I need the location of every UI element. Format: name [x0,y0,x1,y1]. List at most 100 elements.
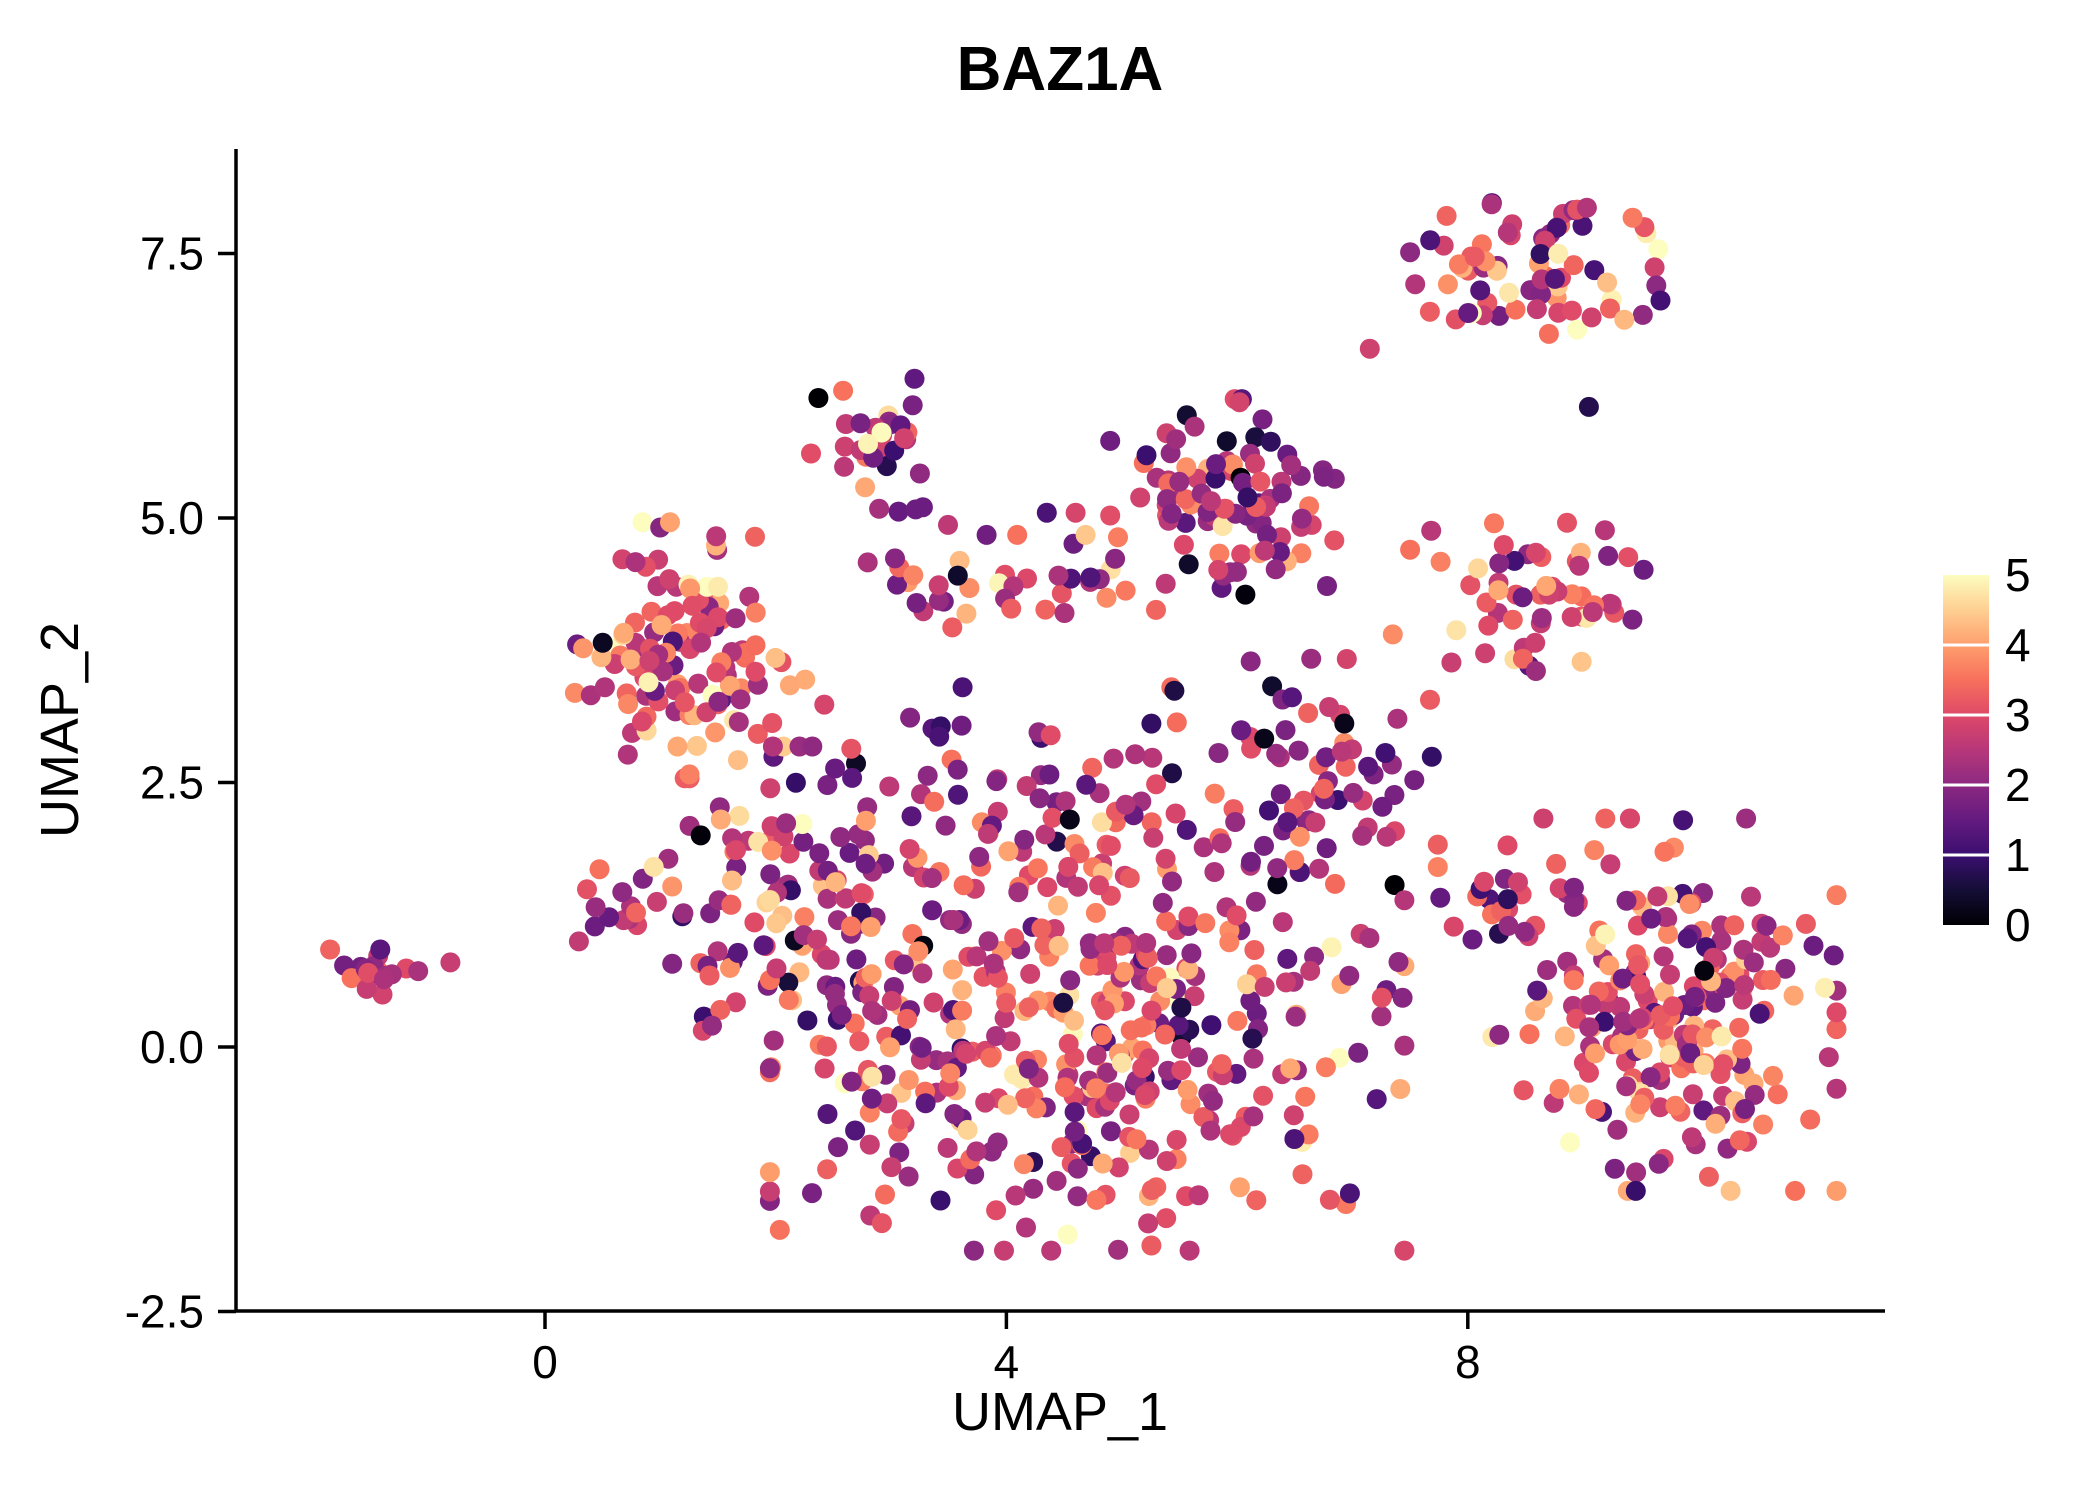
data-point [1014,829,1035,850]
data-point [1141,713,1162,734]
data-point [1607,1119,1628,1140]
data-point [1067,876,1088,897]
data-point [1169,471,1190,492]
data-point [966,1141,987,1162]
data-point [612,882,633,903]
data-point [1164,680,1185,701]
data-point [1625,1180,1646,1201]
data-point [1016,776,1037,796]
data-point [1705,1113,1726,1134]
data-point [617,744,638,765]
data-point [1734,975,1755,996]
data-point [1568,1084,1589,1105]
data-point [869,498,890,519]
data-point [745,635,766,656]
data-point [1544,268,1565,289]
data-point [760,864,781,885]
data-point [728,750,748,771]
data-point [945,1019,966,1040]
data-point [938,514,958,535]
data-point [793,831,814,852]
data-point [1086,1078,1107,1099]
data-point [1119,1104,1140,1125]
data-point [1713,1054,1734,1075]
data-point [1240,651,1261,672]
data-point [859,985,880,1006]
data-point [850,413,871,434]
data-point [1512,648,1533,669]
data-point [1729,1017,1750,1038]
data-point [1387,708,1408,729]
data-point [673,903,694,924]
data-point [1462,929,1483,950]
data-point [1578,396,1599,417]
data-point [1292,1164,1313,1185]
data-point [730,689,751,710]
data-point [1563,970,1584,991]
data-point [1275,720,1296,741]
data-point [851,902,872,923]
data-point [1211,833,1232,854]
data-point [943,910,964,930]
data-point [948,784,968,805]
data-point [969,846,990,867]
data-point [1682,1084,1703,1105]
data-point [1193,837,1214,858]
data-point [830,827,851,847]
data-point [1531,608,1552,628]
data-point [1744,1084,1765,1105]
data-point [1283,1105,1304,1126]
data-point [1382,624,1403,645]
data-point [1394,1035,1415,1056]
data-point [1693,1055,1714,1075]
data-point [851,883,872,904]
data-point [1741,886,1761,907]
data-point [937,1137,958,1158]
data-point [996,992,1017,1013]
data-point [1499,282,1519,303]
data-point [1267,858,1288,879]
data-point [766,913,787,934]
data-point [1004,928,1025,949]
data-point [831,1004,852,1025]
data-point [1315,1057,1336,1078]
data-point [1448,254,1469,275]
data-point [814,1058,835,1079]
data-point [891,1109,912,1130]
data-point [1538,323,1559,344]
data-point [1092,1025,1113,1046]
data-point [1300,960,1321,981]
data-point [1826,885,1847,906]
data-point [956,1043,977,1064]
data-point [861,964,882,985]
data-point [1618,547,1639,568]
data-point [1092,1153,1113,1174]
data-point [1108,1239,1129,1260]
colorbar-gradient [1943,575,1989,925]
data-point [940,1063,961,1084]
data-point [1560,1132,1581,1153]
data-point [1497,222,1518,243]
data-point [1242,1028,1263,1049]
data-point [1724,915,1745,936]
data-point [763,1030,784,1051]
data-point [1089,875,1110,896]
data-point [1650,290,1671,311]
data-point [1035,824,1056,845]
data-point [707,941,728,962]
data-point [966,946,987,967]
data-point [952,1000,973,1021]
data-point [1319,1189,1340,1210]
data-point [912,963,933,984]
data-point [833,380,854,401]
data-point [722,870,742,891]
data-point [1493,535,1514,555]
data-point [1105,1082,1126,1103]
data-point [1343,782,1364,803]
data-point [930,1190,951,1211]
data-point [1484,513,1504,534]
data-point [1458,303,1479,323]
data-point [646,891,667,912]
data-point [1142,747,1163,768]
data-point [987,1132,1008,1153]
